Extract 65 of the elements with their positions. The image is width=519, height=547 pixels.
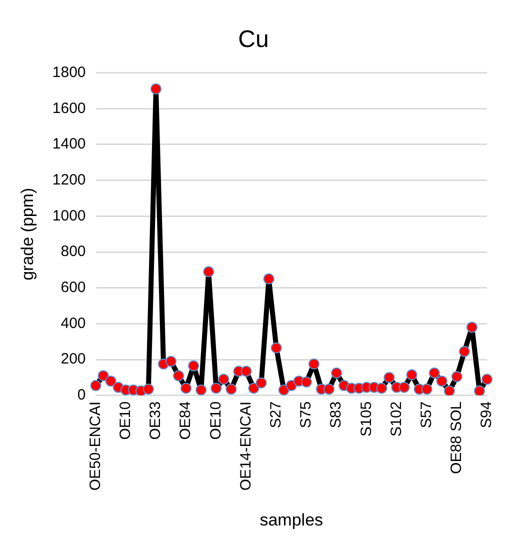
point — [142, 384, 154, 395]
y-tick-label: 800 — [60, 243, 86, 260]
point — [466, 322, 478, 333]
point — [474, 385, 485, 396]
chart-title: Cu — [238, 26, 269, 54]
point — [376, 382, 388, 394]
point — [421, 384, 432, 395]
point — [188, 360, 200, 372]
point — [324, 384, 335, 395]
point — [451, 371, 462, 382]
y-tick-label: 0 — [77, 386, 86, 404]
y-tick-label: 1600 — [52, 100, 86, 117]
point — [180, 382, 192, 394]
point — [384, 372, 395, 383]
point — [270, 342, 282, 354]
point — [458, 346, 470, 357]
point — [240, 366, 252, 377]
point — [226, 384, 237, 395]
point — [444, 385, 455, 396]
x-tick-label: S27 — [267, 401, 284, 428]
point — [166, 356, 177, 367]
x-tick-label: S102 — [388, 401, 405, 436]
y-tick-label: 400 — [60, 314, 86, 332]
x-tick-label: OE10 — [207, 401, 224, 440]
point — [98, 370, 109, 382]
point — [150, 83, 162, 94]
x-tick-label: S83 — [328, 401, 345, 428]
point — [210, 382, 222, 394]
point — [428, 368, 440, 379]
point — [300, 376, 312, 388]
y-tick-label: 1200 — [52, 171, 86, 188]
point — [90, 380, 102, 392]
x-tick-label: S75 — [298, 401, 315, 428]
x-tick-label: OE84 — [177, 401, 194, 440]
y-tick-label: 1800 — [52, 64, 86, 81]
point — [203, 266, 214, 278]
point — [308, 358, 320, 370]
point — [173, 370, 184, 382]
point — [436, 376, 448, 387]
point — [256, 377, 267, 388]
point — [105, 376, 116, 387]
point — [248, 382, 260, 394]
y-tick-label: 1400 — [52, 136, 86, 153]
x-axis-title: samples — [260, 510, 324, 530]
point — [263, 273, 274, 284]
x-tick-label: OE10 — [117, 401, 134, 440]
point — [406, 369, 418, 380]
y-axis-title: grade (ppm) — [18, 188, 37, 280]
point — [286, 380, 297, 392]
x-tick-label: S57 — [418, 401, 435, 428]
x-tick-label: OE33 — [147, 401, 164, 440]
point — [398, 382, 410, 393]
y-tick-label: 1000 — [52, 207, 86, 224]
point — [196, 384, 207, 396]
y-tick-label: 600 — [60, 279, 86, 296]
y-tick-label: 200 — [60, 350, 86, 368]
point — [482, 374, 492, 385]
x-tick-label: OE14-ENCAI — [237, 401, 254, 491]
x-tick-label: S94 — [478, 401, 496, 428]
point — [218, 374, 230, 385]
x-tick-label: OE88 SOL — [448, 401, 466, 474]
x-tick-label: S105 — [358, 401, 375, 436]
x-tick-label: OE50-ENCAI — [86, 401, 104, 491]
point — [331, 368, 342, 379]
point — [278, 384, 290, 396]
